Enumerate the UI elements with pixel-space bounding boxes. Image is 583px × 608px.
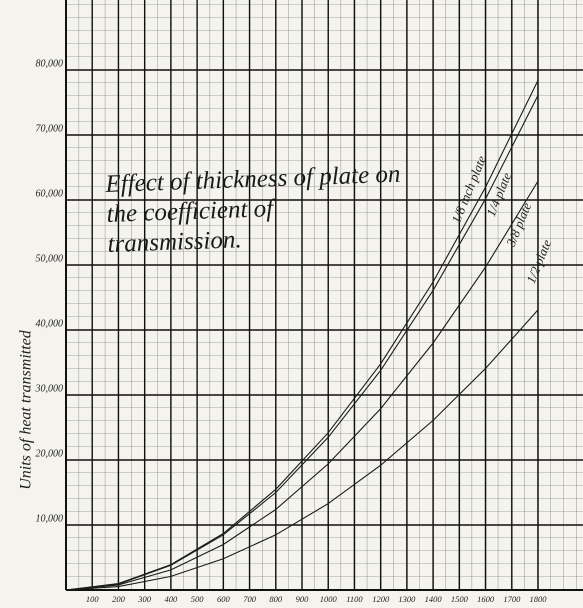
y-tick-label: 30,000	[35, 383, 64, 394]
y-tick-label: 40,000	[36, 318, 64, 329]
x-tick-label: 1700	[503, 594, 521, 604]
page: Units of heat transmitted 10,000 20,000 30…	[0, 0, 583, 608]
x-tick-label: 500	[191, 594, 205, 604]
x-tick-label: 1100	[346, 594, 363, 604]
x-tick-label: 1500	[451, 594, 469, 604]
y-axis-label: Units of heat transmitted	[18, 329, 35, 490]
x-tick-label: 400	[165, 594, 179, 604]
graph-paper	[66, 0, 583, 590]
y-tick-label: 70,000	[36, 123, 64, 134]
x-tick-label: 800	[269, 594, 283, 604]
x-tick-label: 700	[243, 594, 257, 604]
y-tick-label: 20,000	[36, 448, 64, 459]
y-tick-label: 10,000	[36, 513, 64, 524]
x-tick-label: 1000	[320, 594, 338, 604]
x-tick-label: 1400	[425, 594, 443, 604]
x-tick-label: 1300	[398, 594, 416, 604]
x-tick-label: 1600	[477, 594, 495, 604]
x-tick-label: 900	[296, 594, 310, 604]
x-tick-label: 200	[112, 594, 126, 604]
chart-title: Effect of thickness of plate on the coef…	[105, 160, 408, 260]
chart: Units of heat transmitted 10,000 20,000 30…	[0, 0, 583, 608]
y-tick-label: 50,000	[36, 253, 64, 264]
x-tick-label: 600	[217, 594, 231, 604]
y-tick-label: 80,000	[36, 58, 64, 69]
y-tick-label: 60,000	[36, 188, 64, 199]
x-tick-label: 1200	[372, 594, 390, 604]
x-tick-label: 1800	[530, 594, 548, 604]
x-tick-label: 300	[137, 594, 152, 604]
x-tick-label: 100	[86, 594, 100, 604]
